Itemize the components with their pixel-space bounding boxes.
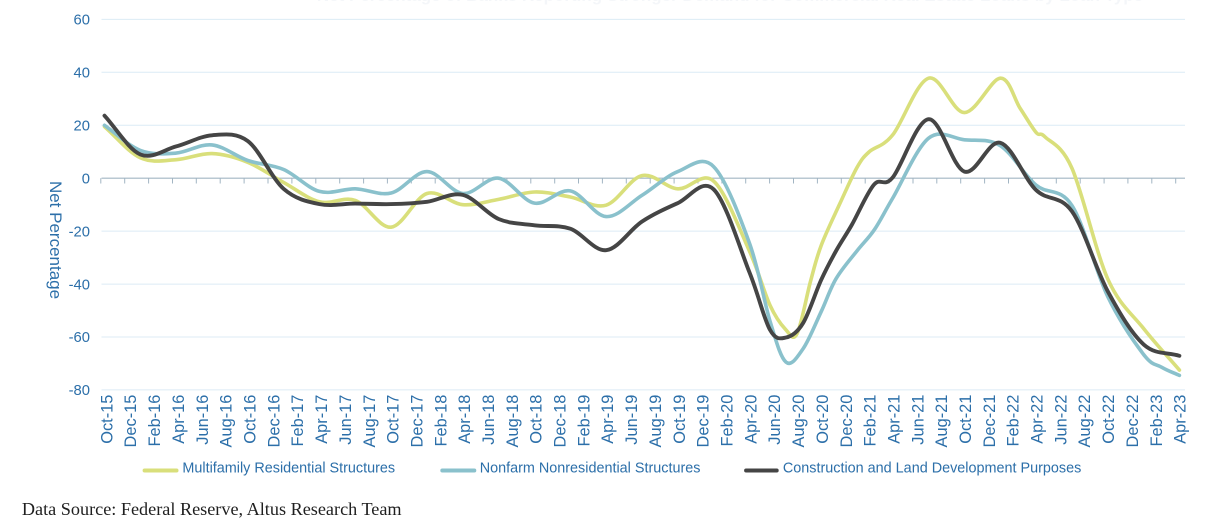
svg-text:-40: -40 [69,277,90,293]
svg-text:Apr-19: Apr-19 [599,395,617,444]
svg-text:Apr-21: Apr-21 [886,395,904,444]
svg-text:Feb-22: Feb-22 [1005,395,1023,447]
svg-text:Dec-20: Dec-20 [838,395,856,448]
svg-text:Feb-19: Feb-19 [575,395,593,447]
svg-text:Construction and Land Developm: Construction and Land Development Purpos… [783,461,1081,477]
svg-text:Apr-17: Apr-17 [313,395,331,444]
svg-text:60: 60 [74,13,90,29]
svg-text:Oct-16: Oct-16 [242,395,260,444]
svg-text:Feb-17: Feb-17 [289,395,307,447]
svg-text:40: 40 [74,66,90,82]
svg-text:Apr-20: Apr-20 [742,395,760,444]
svg-text:Feb-20: Feb-20 [719,395,737,447]
svg-text:Feb-16: Feb-16 [146,395,164,447]
svg-text:Net Percentage: Net Percentage [46,181,65,299]
svg-text:Oct-15: Oct-15 [98,395,116,444]
svg-text:Aug-16: Aug-16 [218,395,236,448]
svg-text:Dec-22: Dec-22 [1124,395,1142,448]
svg-text:Jun-17: Jun-17 [337,395,355,445]
svg-text:Oct-21: Oct-21 [957,395,975,444]
svg-text:Dec-17: Dec-17 [408,395,426,448]
svg-text:Aug-18: Aug-18 [504,395,522,448]
svg-text:Oct-22: Oct-22 [1100,395,1118,444]
svg-text:Feb-18: Feb-18 [432,395,450,447]
svg-text:Oct-20: Oct-20 [814,395,832,444]
svg-text:Apr-22: Apr-22 [1029,395,1047,444]
svg-text:Oct-19: Oct-19 [671,395,689,444]
svg-text:Dec-19: Dec-19 [695,395,713,448]
svg-text:Jun-22: Jun-22 [1052,395,1070,445]
svg-text:Apr-23: Apr-23 [1172,395,1190,444]
svg-text:Oct-17: Oct-17 [385,395,403,444]
svg-text:Dec-18: Dec-18 [552,395,570,448]
svg-text:Jun-16: Jun-16 [194,395,212,445]
svg-text:20: 20 [74,119,90,135]
svg-text:Aug-21: Aug-21 [933,395,951,448]
svg-text:Apr-16: Apr-16 [170,395,188,444]
svg-text:Net Percentage of Banks Report: Net Percentage of Banks Reporting Strong… [317,0,1143,5]
svg-text:Apr-18: Apr-18 [456,395,474,444]
svg-text:Aug-17: Aug-17 [361,395,379,448]
svg-text:Jun-18: Jun-18 [480,395,498,445]
svg-text:Aug-22: Aug-22 [1076,395,1094,448]
svg-text:Aug-20: Aug-20 [790,395,808,448]
svg-text:Feb-23: Feb-23 [1148,395,1166,447]
svg-text:-80: -80 [69,383,90,399]
svg-text:-20: -20 [69,224,90,240]
svg-text:Oct-18: Oct-18 [528,395,546,444]
svg-text:Aug-19: Aug-19 [647,395,665,448]
svg-text:Dec-15: Dec-15 [122,395,140,448]
svg-text:Multifamily Residential Struct: Multifamily Residential Structures [182,461,395,477]
svg-text:0: 0 [82,171,90,187]
svg-text:Jun-20: Jun-20 [766,395,784,445]
svg-text:Jun-19: Jun-19 [623,395,641,445]
svg-text:Data Source: Federal Reserve,: Data Source: Federal Reserve, Altus Rese… [22,499,402,519]
svg-text:Feb-21: Feb-21 [862,395,880,447]
svg-text:-60: -60 [69,330,90,346]
svg-text:Nonfarm Nonresidential Structu: Nonfarm Nonresidential Structures [480,461,701,477]
svg-text:Jun-21: Jun-21 [909,395,927,445]
svg-text:Dec-21: Dec-21 [981,395,999,448]
svg-text:Dec-16: Dec-16 [265,395,283,448]
